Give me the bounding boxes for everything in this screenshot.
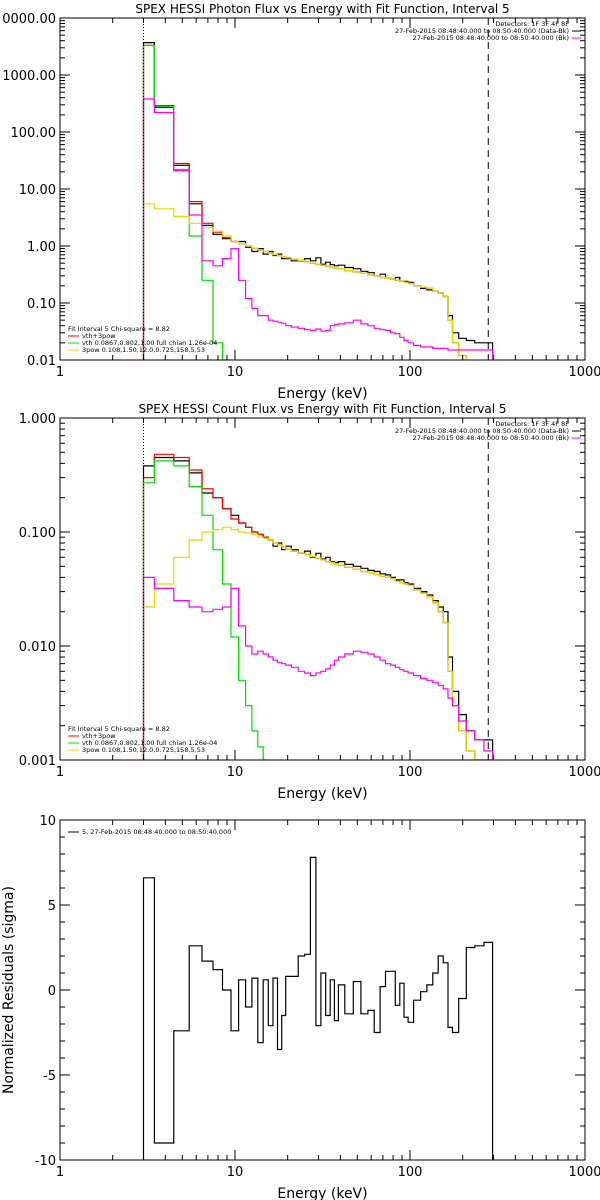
legend-entry: vth+3pow (82, 332, 116, 340)
series-line-2 (142, 44, 467, 360)
y-tick-label: 0.100 (19, 526, 56, 541)
x-tick-label: 1000 (568, 1165, 600, 1180)
y-tick-label: 100.00 (11, 126, 57, 141)
series-group (142, 453, 494, 760)
series-line-1 (142, 42, 494, 360)
x-tick-label: 100 (398, 1165, 423, 1180)
chart-2: SPEX HESSI Count Flux vs Energy with Fit… (19, 402, 600, 802)
info-line: 27-Feb-2015 08:48:40.000 to 08:50:40.000… (395, 27, 569, 35)
x-tick-label: 10 (227, 1165, 244, 1180)
x-tick-label: 100 (398, 765, 423, 780)
y-tick-label: 1.000 (19, 412, 56, 427)
info-line: 27-Feb-2015 08:48:40.000 to 08:50:40.000… (413, 34, 569, 42)
y-tick-label: 0.010 (19, 640, 56, 655)
chart-title: SPEX HESSI Count Flux vs Energy with Fit… (138, 402, 506, 416)
series-line-1 (142, 856, 494, 1160)
info-line: Detectors: 1F 3F 4F 8F (495, 20, 569, 28)
y-axis-label: Normalized Residuals (sigma) (1, 886, 17, 1094)
legend-entry: vth+3pow (82, 732, 116, 740)
legend-entry: 5, 27-Feb-2015 08:48:40.000 to 08:50:40.… (82, 828, 231, 836)
x-tick-label: 10 (227, 765, 244, 780)
series-group (142, 856, 494, 1160)
plot-frame (59, 417, 586, 761)
x-axis-label: Energy (keV) (277, 386, 367, 402)
y-tick-label: -5 (43, 1069, 56, 1084)
x-tick-label: 1 (56, 765, 64, 780)
series-line-5 (142, 98, 494, 360)
x-axis-label: Energy (keV) (277, 786, 367, 802)
x-tick-label: 1000 (568, 365, 600, 380)
legend-entry: vth 0.0867,0.802,1.00 full chian 1.26e-0… (82, 339, 217, 347)
series-line-3 (142, 460, 269, 760)
series-line-4 (142, 526, 494, 760)
chart-3: 1 10 100 1000 -10 -5 0 5 10 Energy (keV) Normalize… (1, 814, 600, 1200)
legend-entry: Fit Interval 5 Chi-square = 8.82 (68, 725, 170, 733)
x-tick-label: 1 (56, 1165, 64, 1180)
chart-title: SPEX HESSI Photon Flux vs Energy with Fi… (135, 2, 509, 16)
series-group (142, 42, 494, 360)
info-line: Detectors: 1F 3F 4F 8F (495, 420, 569, 428)
x-tick-label: 1 (56, 365, 64, 380)
info-line: 27-Feb-2015 08:48:40.000 to 08:50:40.000… (413, 434, 569, 442)
plot-frame (59, 17, 586, 361)
legend-entry: 3pow 0.108,1.50,12.0,0.725,158,5.53 (82, 746, 205, 754)
legend-entry: vth 0.0867,0.802,1.00 full chian 1.26e-0… (82, 739, 217, 747)
y-tick-label: 1.00 (27, 240, 56, 255)
y-tick-label: 0.10 (27, 297, 56, 312)
y-tick-label: 0.01 (27, 354, 56, 369)
y-tick-label: 10.00 (19, 183, 56, 198)
series-line-4 (142, 203, 467, 360)
info-line: 27-Feb-2015 08:48:40.000 to 08:50:40.000… (395, 427, 569, 435)
x-tick-label: 100 (398, 365, 423, 380)
y-tick-label: -10 (35, 1154, 56, 1169)
chart-1: SPEX HESSI Photon Flux vs Energy with Fi… (2, 2, 600, 402)
y-tick-label: 10 (39, 814, 56, 829)
x-tick-label: 1000 (568, 765, 600, 780)
series-line-5 (142, 576, 494, 760)
legend-entry: Fit Interval 5 Chi-square = 8.82 (68, 325, 170, 333)
y-tick-label: 5 (48, 899, 56, 914)
series-line-3 (142, 44, 233, 360)
legend-entry: 3pow 0.108,1.50,12.0,0.725,158,5.53 (82, 346, 205, 354)
plot-frame (59, 819, 586, 1161)
y-tick-label: 0.001 (19, 754, 56, 769)
y-tick-label: 1000.00 (2, 69, 56, 84)
x-tick-label: 10 (227, 365, 244, 380)
y-tick-label: 0 (48, 984, 56, 999)
y-tick-label: 0000.00 (2, 12, 56, 27)
x-axis-label: Energy (keV) (277, 1186, 367, 1200)
